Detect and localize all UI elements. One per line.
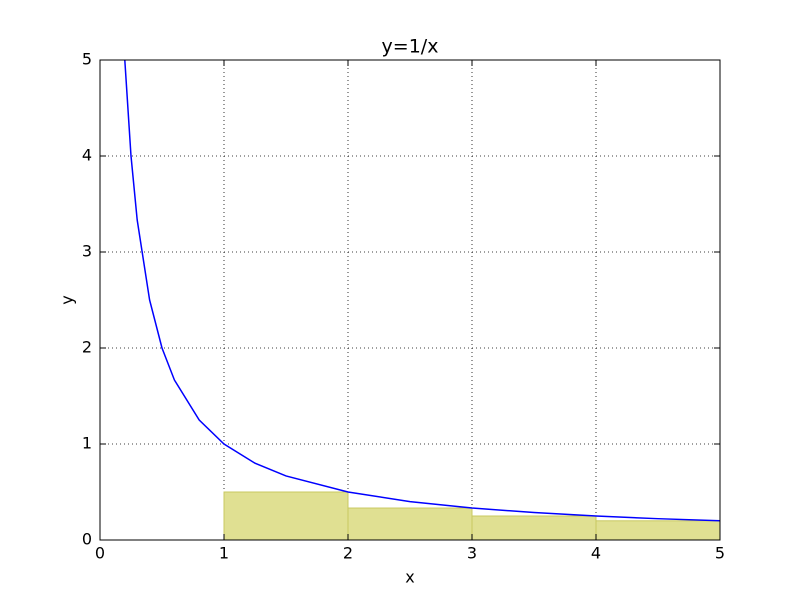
y-tick-label: 5 <box>82 50 92 69</box>
bar <box>471 515 597 541</box>
x-tick-label: 5 <box>715 544 725 563</box>
y-tick-label: 1 <box>82 434 92 453</box>
y-axis-label: y <box>58 295 77 304</box>
bar <box>223 491 349 541</box>
y-tick-label: 0 <box>82 530 92 549</box>
x-tick-label: 4 <box>591 544 601 563</box>
chart-title: y=1/x <box>382 36 439 58</box>
x-tick-label: 1 <box>219 544 229 563</box>
y-tick-label: 2 <box>82 338 92 357</box>
line <box>124 59 721 522</box>
x-tick-label: 2 <box>343 544 353 563</box>
plot-area: 0 1 2 3 4 5 0 1 2 3 4 5 <box>82 50 725 563</box>
y-tick-label: 4 <box>82 146 92 165</box>
x-axis-label: x <box>405 568 414 587</box>
axes-frame <box>99 59 721 541</box>
bar <box>347 507 473 541</box>
x-tick-label: 0 <box>95 544 105 563</box>
y-tick-label: 3 <box>82 242 92 261</box>
x-tick-label: 3 <box>467 544 477 563</box>
bar <box>595 520 721 541</box>
